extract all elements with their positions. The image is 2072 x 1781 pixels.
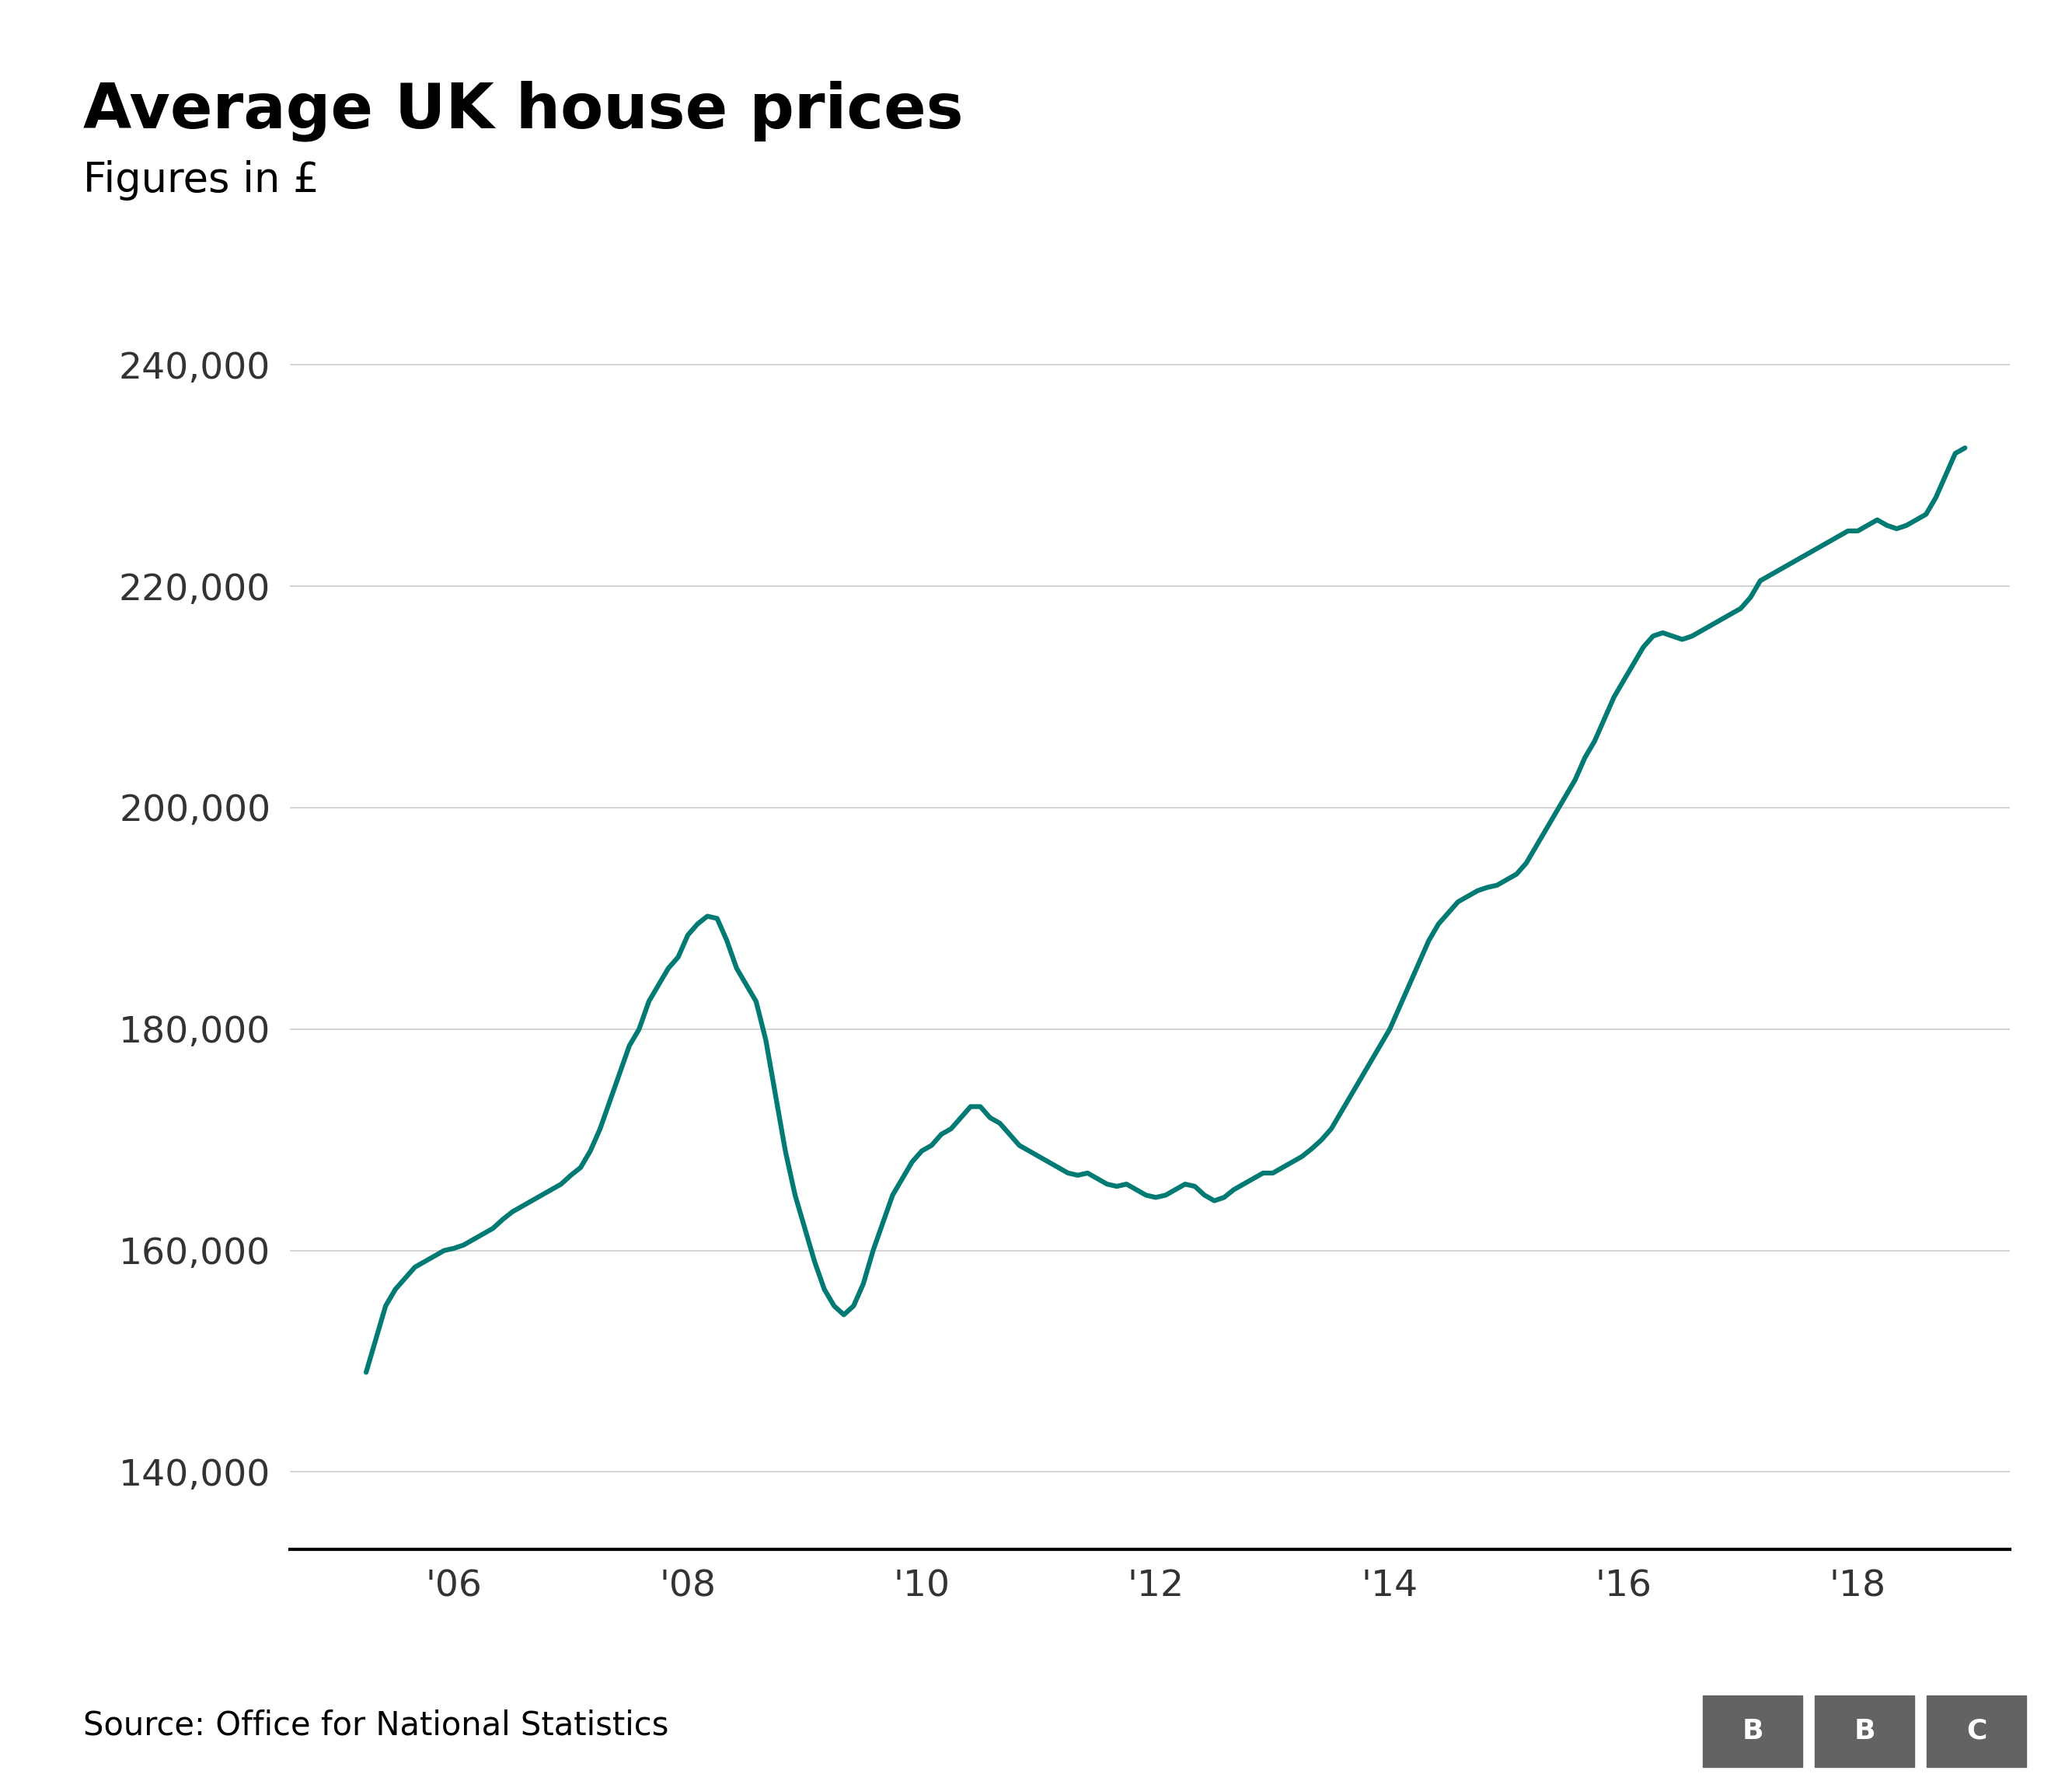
Text: B: B: [1854, 1719, 1875, 1744]
Text: C: C: [1966, 1719, 1987, 1744]
Text: Source: Office for National Statistics: Source: Office for National Statistics: [83, 1710, 669, 1742]
Text: Average UK house prices: Average UK house prices: [83, 80, 963, 141]
Text: B: B: [1743, 1719, 1763, 1744]
Text: Figures in £: Figures in £: [83, 160, 319, 201]
